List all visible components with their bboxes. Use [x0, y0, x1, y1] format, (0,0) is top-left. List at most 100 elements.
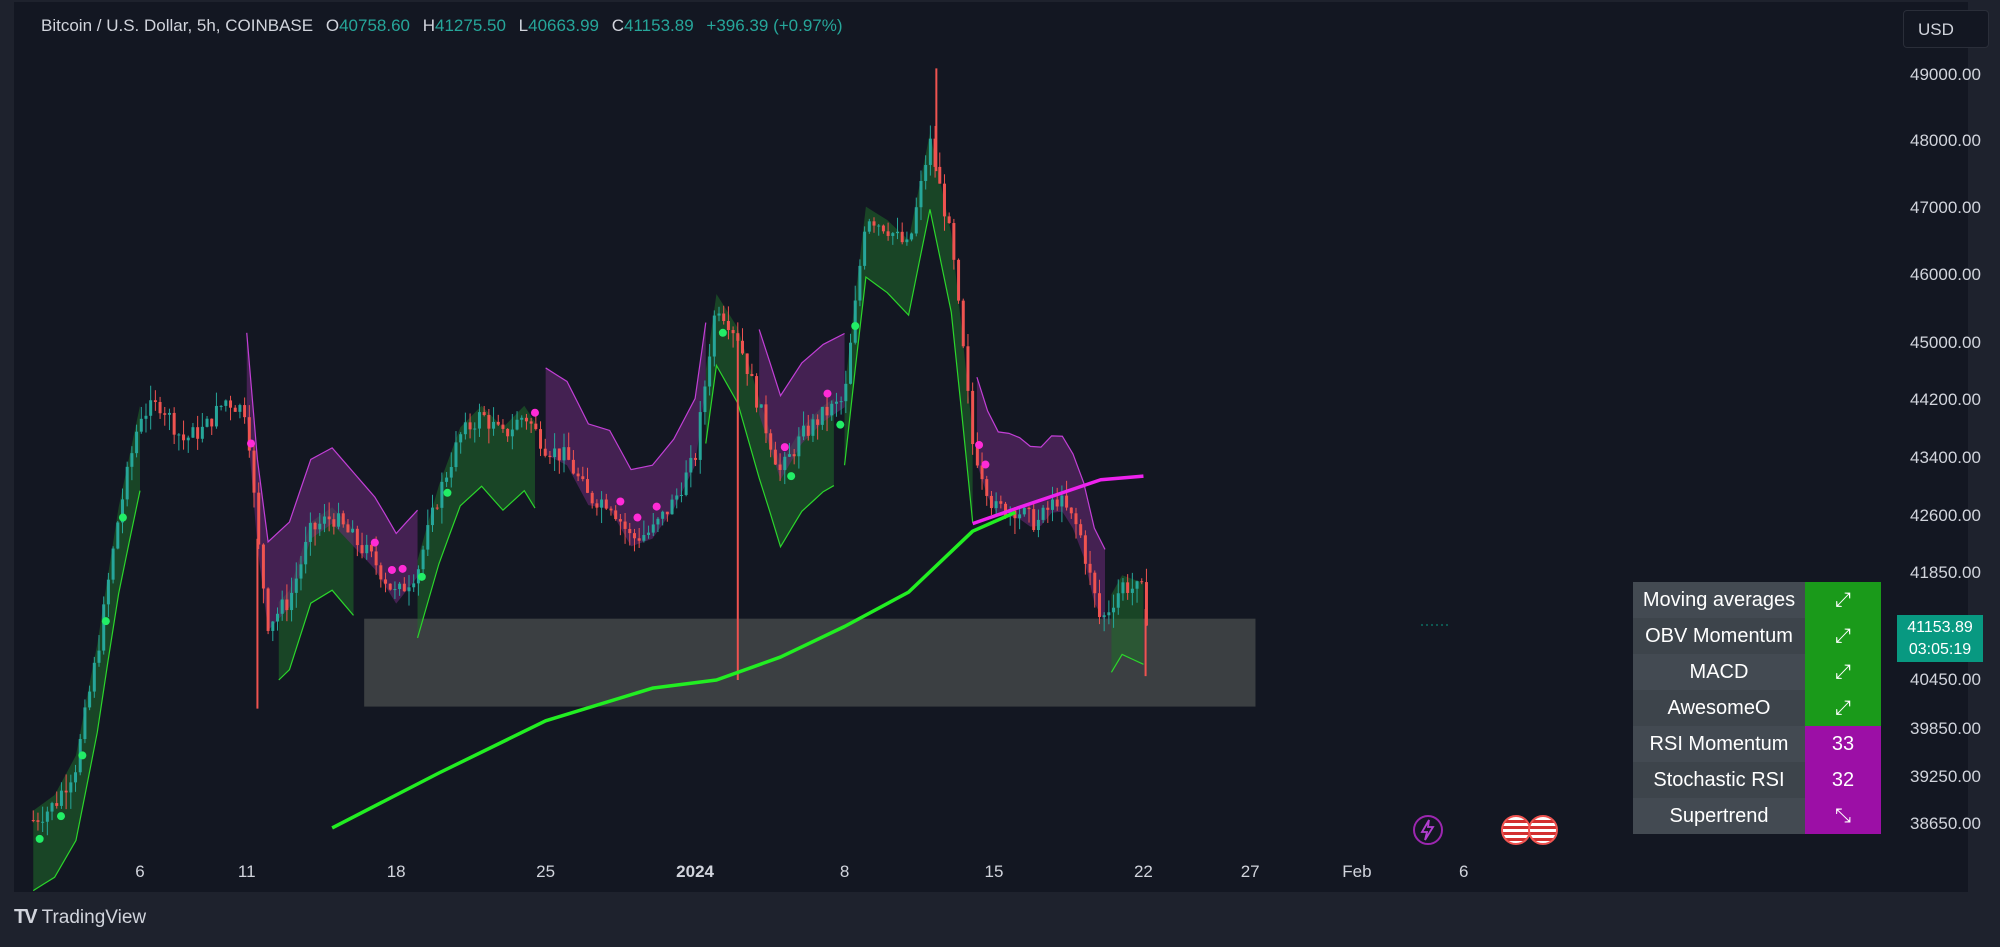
candle-body — [1027, 507, 1031, 510]
sell-signal-dot — [370, 538, 379, 547]
candle-body — [792, 454, 796, 457]
candle-body — [346, 524, 350, 533]
buy-signal-dot — [718, 328, 727, 337]
candle-body — [895, 231, 899, 234]
candle-body — [224, 400, 228, 406]
candle-body — [773, 449, 777, 465]
high-value: 41275.50 — [435, 16, 506, 35]
candle-body — [1046, 507, 1050, 510]
candle-body — [647, 532, 651, 536]
candle-body — [247, 417, 251, 451]
candle-body — [924, 164, 928, 181]
candle-body — [656, 518, 660, 525]
candle-body — [501, 424, 505, 429]
y-tick-label: 39850.00 — [1910, 719, 1981, 738]
signal-row: AwesomeO ⤢ — [1633, 690, 1881, 726]
candle-body — [797, 436, 801, 457]
sell-signal-dot — [387, 565, 396, 574]
candle-body — [881, 225, 885, 232]
buy-signal-dot — [787, 472, 796, 481]
candle-body — [802, 425, 806, 437]
candle-body — [435, 507, 439, 509]
candle-body — [722, 313, 726, 322]
signal-row: Moving averages ⤢ — [1633, 582, 1881, 618]
lightning-event-icon[interactable] — [1413, 815, 1443, 845]
candle-body — [384, 579, 388, 584]
sell-signal-dot — [975, 440, 984, 449]
candle-body — [407, 587, 411, 592]
sell-signal-dot — [652, 502, 661, 511]
candle-body — [144, 415, 148, 419]
chart-frame[interactable]: Bitcoin / U.S. Dollar, 5h, COINBASE O407… — [14, 2, 1989, 892]
us-flag-event-icon[interactable] — [1528, 815, 1558, 845]
bull-trail-line — [278, 589, 354, 681]
candle-body — [585, 479, 589, 493]
candle-body — [571, 459, 575, 474]
footer: TV TradingView — [14, 906, 146, 929]
candle-body — [1097, 593, 1101, 618]
candle-body — [158, 402, 162, 414]
signal-name: AwesomeO — [1633, 690, 1805, 726]
buy-signal-dot — [851, 322, 860, 330]
candle-body — [910, 233, 914, 240]
candle-body — [111, 548, 115, 580]
price-chart[interactable] — [14, 2, 1968, 892]
signal-value: ⤡ — [1805, 798, 1881, 834]
tradingview-logo-icon[interactable]: TV — [14, 906, 38, 928]
candle-body — [520, 417, 524, 420]
candle-body — [661, 511, 665, 519]
y-tick-label: 40450.00 — [1910, 670, 1981, 689]
bear-cloud — [759, 329, 845, 480]
candle-body — [769, 433, 773, 450]
candle-body — [957, 259, 961, 301]
candle-body — [740, 340, 744, 354]
candle-body — [402, 583, 406, 592]
candle-body — [55, 803, 59, 806]
open-value: 40758.60 — [339, 16, 410, 35]
us-flag-event-icon[interactable] — [1501, 815, 1531, 845]
candle-body — [971, 390, 975, 445]
candle-body — [365, 544, 369, 554]
x-tick-label: 11 — [237, 862, 256, 881]
candle-body — [1144, 582, 1148, 626]
signal-name: OBV Momentum — [1633, 618, 1805, 654]
candle-body — [961, 300, 965, 347]
candle-body — [689, 457, 693, 473]
candle-body — [576, 473, 580, 477]
candle-body — [806, 425, 810, 436]
candle-body — [308, 522, 312, 542]
candle-body — [1079, 524, 1083, 536]
brand-name[interactable]: TradingView — [41, 906, 147, 928]
candle-body — [233, 407, 237, 412]
candle-body — [614, 510, 618, 520]
candle-body — [412, 583, 416, 588]
sell-signal-dot — [398, 564, 407, 573]
candle-body — [952, 223, 956, 260]
signal-name: MACD — [1633, 654, 1805, 690]
candle-body — [41, 821, 45, 823]
last-price-value: 41153.89 — [1907, 619, 1973, 636]
candle-body — [468, 422, 472, 430]
candle-body — [369, 544, 373, 552]
signal-name: Moving averages — [1633, 582, 1805, 618]
candle-body — [726, 321, 730, 331]
candle-body — [294, 578, 298, 593]
candle-body — [31, 820, 35, 822]
bear-trail-line — [758, 329, 845, 398]
candle-body — [708, 356, 712, 387]
buy-signal-dot — [417, 572, 426, 581]
candle-body — [97, 650, 101, 663]
candle-body — [149, 400, 153, 416]
high-label: H — [422, 16, 435, 35]
signal-name: Supertrend — [1633, 798, 1805, 834]
candle-body — [473, 428, 477, 430]
currency-button[interactable]: USD — [1903, 10, 1989, 48]
bull-trail-line — [705, 363, 835, 549]
candle-body — [928, 138, 932, 165]
candle-body — [632, 533, 636, 539]
candle-body — [524, 417, 528, 422]
candle-body — [285, 599, 289, 611]
candle-body — [539, 429, 543, 449]
candle-body — [1022, 507, 1026, 515]
candle-body — [684, 472, 688, 495]
